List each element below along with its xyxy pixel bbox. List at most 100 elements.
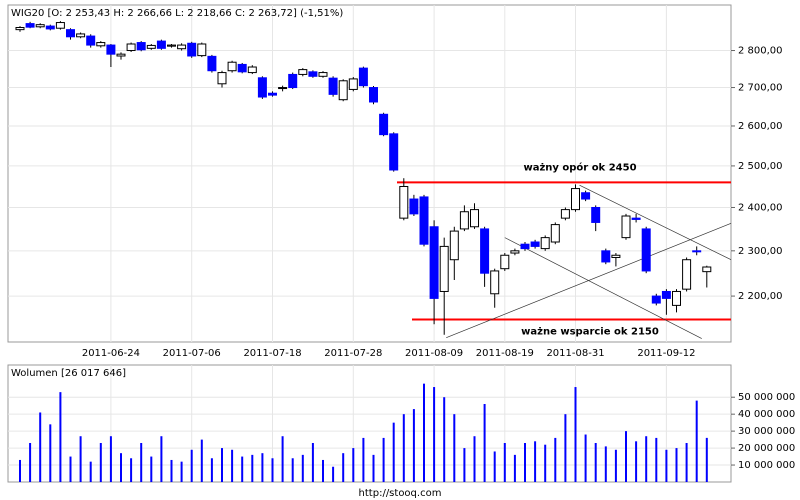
volume-bar	[443, 397, 446, 482]
volume-bar	[423, 383, 425, 482]
volume-bar	[200, 439, 203, 482]
plot-area	[7, 4, 732, 343]
candle-body	[338, 80, 348, 101]
candle-body	[177, 44, 187, 50]
y-tick-label: 2 300,00	[738, 246, 783, 257]
candle-body	[106, 44, 116, 55]
candle-body	[409, 198, 419, 215]
volume-bar	[89, 461, 92, 482]
candle-body	[358, 67, 368, 87]
trendline	[504, 237, 702, 339]
candle-body	[247, 66, 257, 74]
volume-bar	[554, 437, 557, 482]
candle-body	[500, 254, 510, 270]
candle-body	[459, 211, 469, 230]
volume-bar	[372, 454, 375, 482]
candle-body	[591, 206, 601, 223]
volume-bar	[635, 441, 638, 482]
volume-bar	[362, 437, 365, 482]
volume-bar	[675, 448, 678, 482]
volume-bar	[261, 453, 264, 482]
candle-body	[621, 215, 631, 239]
volume-bar	[231, 449, 234, 482]
volume-bar	[614, 449, 617, 482]
trendline	[579, 184, 732, 261]
candle-body	[439, 245, 449, 292]
candle-body	[661, 290, 671, 299]
candle-body	[96, 42, 106, 47]
volume-bar	[210, 458, 213, 482]
candle-body	[156, 40, 166, 49]
y-tick-label: 2 600,00	[738, 121, 783, 132]
candle-body	[389, 133, 399, 171]
candle-body	[571, 188, 580, 211]
volume-bar	[564, 414, 567, 482]
volume-bar	[453, 414, 456, 482]
candle-body	[136, 42, 146, 51]
volume-bar	[625, 431, 627, 482]
x-tick-label: 2011-07-28	[324, 348, 382, 359]
x-tick-label: 2011-06-24	[82, 348, 140, 359]
candle-body	[601, 250, 611, 263]
volume-bar	[382, 437, 385, 482]
candle-body	[651, 295, 661, 304]
volume-bar	[513, 454, 516, 482]
volume-bar	[604, 446, 607, 482]
volume-bar	[160, 436, 163, 482]
candle-body	[116, 53, 126, 57]
candle-body	[682, 259, 692, 290]
y-tick-label: 2 400,00	[738, 202, 783, 213]
candle-body	[419, 196, 429, 245]
candle-body	[379, 113, 389, 136]
panel-title: Wolumen [26 017 646]	[11, 368, 126, 379]
y-tick-label: 2 700,00	[738, 83, 783, 94]
y-tick-label: 30 000 000	[738, 426, 795, 437]
volume-bar	[180, 461, 183, 482]
candle-body	[510, 250, 520, 254]
panel-title: WIG20 [O: 2 253,43 H: 2 266,66 L: 2 218,…	[11, 8, 343, 19]
candle-body	[288, 73, 298, 89]
candle-body	[146, 44, 156, 49]
volume-bar	[130, 458, 133, 482]
candle-body	[702, 266, 712, 273]
x-tick-label: 2011-08-09	[405, 348, 463, 359]
candle-body	[581, 192, 591, 200]
x-tick-label: 2011-08-19	[476, 348, 534, 359]
candle-body	[530, 241, 540, 247]
volume-bar	[402, 414, 405, 482]
volume-bar	[221, 448, 223, 482]
volume-bar	[79, 436, 82, 482]
candle-body	[480, 228, 490, 274]
volume-bar	[503, 443, 506, 482]
candle-body	[470, 209, 479, 228]
volume-bar	[574, 387, 577, 482]
candle-body	[560, 209, 570, 219]
candle-body	[187, 42, 197, 57]
candle-body	[86, 35, 96, 46]
candle-body	[217, 72, 227, 85]
candle-body	[369, 87, 378, 103]
candle-body	[429, 226, 439, 299]
volume-bar	[544, 444, 547, 482]
candle-body	[631, 217, 641, 220]
volume-bar	[645, 436, 648, 482]
candle-body	[76, 33, 86, 38]
candle-body	[318, 72, 328, 77]
volume-bar	[69, 456, 72, 482]
candle-body	[197, 43, 207, 57]
volume-bar	[120, 453, 122, 482]
candle-body	[126, 43, 136, 52]
candle-body	[25, 23, 35, 28]
candle-body	[328, 77, 338, 95]
volume-bar	[170, 459, 173, 482]
volume-bar	[524, 443, 526, 482]
volume-bar	[433, 387, 436, 482]
candle-body	[672, 290, 681, 306]
candle-body	[15, 27, 25, 31]
candle-body	[167, 44, 176, 47]
volume-bar	[392, 422, 395, 482]
volume-bar	[352, 448, 355, 482]
candle-body	[348, 78, 358, 90]
y-tick-label: 10 000 000	[738, 460, 795, 471]
candle-body	[55, 22, 65, 29]
